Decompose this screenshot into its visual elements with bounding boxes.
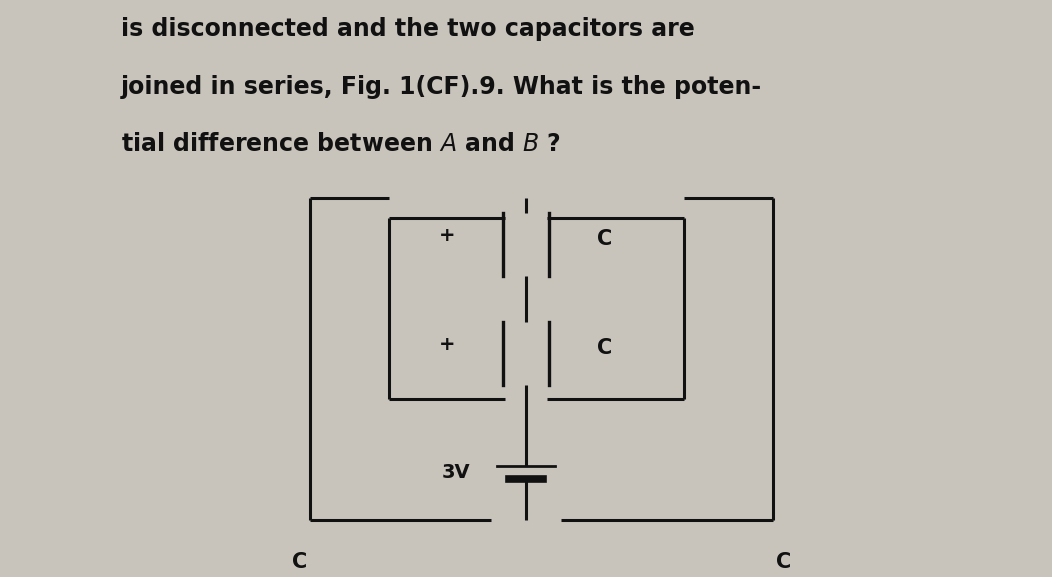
Text: C: C	[776, 552, 791, 572]
Text: C: C	[598, 338, 612, 358]
Text: tial difference between $\mathit{A}$ and $\mathit{B}$ ?: tial difference between $\mathit{A}$ and…	[121, 132, 561, 156]
Text: C: C	[292, 552, 307, 572]
Text: is disconnected and the two capacitors are: is disconnected and the two capacitors a…	[121, 17, 694, 41]
Text: +: +	[439, 335, 456, 354]
Text: 3V: 3V	[442, 463, 470, 482]
Text: joined in series, Fig. 1(CF).9. What is the poten-: joined in series, Fig. 1(CF).9. What is …	[121, 74, 762, 99]
Text: C: C	[598, 228, 612, 249]
Text: +: +	[439, 226, 456, 245]
